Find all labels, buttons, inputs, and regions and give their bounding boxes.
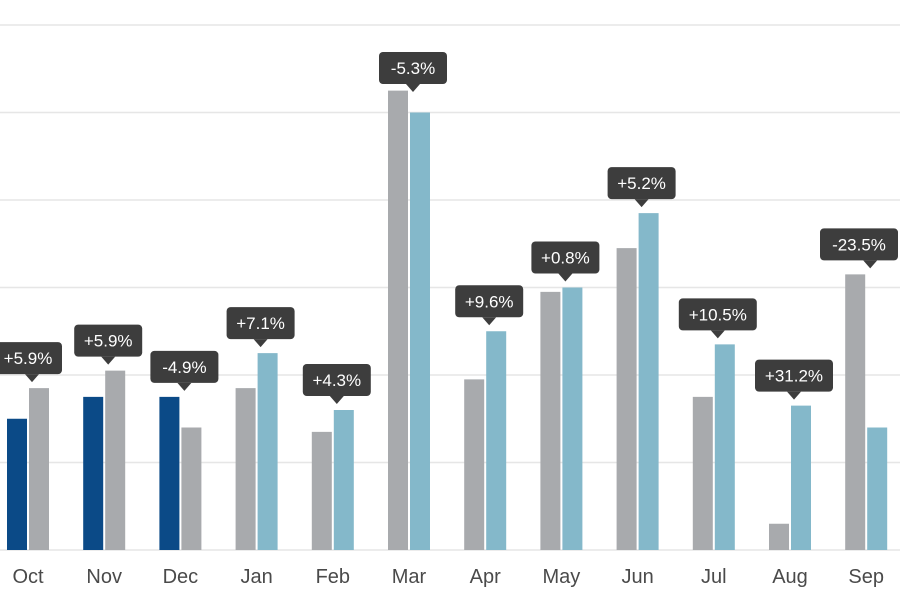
bar-sep-s3: [867, 427, 888, 550]
bar-mar-s2: [388, 90, 408, 550]
callout-box: [0, 342, 62, 375]
callout-mar: -5.3%: [379, 52, 447, 92]
callout-feb: +4.3%: [302, 364, 371, 404]
callout-label: +4.3%: [312, 371, 361, 390]
callouts: +5.9% +5.9% -4.9% +7.1% +4.3% -5.3% +9.6% +0.8%…: [0, 52, 898, 404]
callout-box: [226, 307, 295, 340]
callout-jul: +10.5%: [678, 298, 757, 339]
callout-label: +31.2%: [765, 367, 823, 386]
bar-sep-s2: [845, 274, 866, 550]
callout-label: +0.8%: [541, 249, 590, 268]
bars: [7, 90, 888, 550]
bar-dec-s1: [159, 396, 180, 550]
callout-box: [531, 241, 600, 274]
callout-pointer: [25, 374, 39, 383]
bar-dec-s2: [181, 427, 202, 550]
bar-jul-s2: [692, 396, 713, 550]
callout-box: [379, 52, 447, 84]
callout-label: -23.5%: [832, 235, 886, 254]
callout-label: +5.9%: [84, 332, 133, 351]
bar-oct-s2: [29, 388, 49, 550]
callout-box: [678, 298, 757, 331]
callout-pointer: [482, 317, 497, 326]
callout-box: [302, 364, 371, 396]
callout-may: +0.8%: [531, 241, 600, 282]
callout-pointer: [787, 391, 801, 400]
bar-aug-s3: [791, 405, 811, 550]
callout-box: [607, 167, 676, 200]
callout-box: [755, 359, 833, 392]
callout-dec: -4.9%: [150, 350, 219, 391]
callout-label: +7.1%: [236, 314, 285, 333]
x-tick-nov: Nov: [86, 566, 122, 588]
bar-mar-s3: [410, 112, 430, 550]
bar-jan-s3: [257, 353, 278, 550]
x-tick-jun: Jun: [621, 566, 653, 588]
callout-sep: -23.5%: [820, 228, 898, 269]
bar-feb-s3: [333, 410, 354, 550]
callout-pointer: [253, 339, 268, 348]
bar-oct-s1: [7, 418, 27, 550]
bar-jul-s3: [714, 344, 735, 550]
callout-label: -5.3%: [391, 59, 435, 78]
callout-oct: +5.9%: [0, 342, 62, 383]
callout-label: -4.9%: [162, 358, 206, 377]
callout-pointer: [406, 84, 420, 92]
x-tick-may: May: [543, 566, 581, 588]
bar-feb-s2: [311, 431, 332, 550]
callout-box: [150, 350, 219, 383]
x-tick-mar: Mar: [392, 566, 427, 588]
callout-pointer: [634, 199, 649, 208]
callout-box: [74, 324, 143, 357]
bar-aug-s2: [769, 523, 789, 550]
callout-label: +9.6%: [465, 292, 514, 311]
x-tick-feb: Feb: [316, 566, 350, 588]
callout-box: [455, 285, 524, 318]
gridlines: [0, 24, 900, 551]
callout-jun: +5.2%: [607, 167, 676, 208]
callout-pointer: [863, 260, 878, 269]
callout-apr: +9.6%: [455, 285, 524, 326]
bar-jun-s2: [616, 248, 637, 550]
callout-pointer: [558, 273, 573, 282]
x-axis-labels: Oct Nov Dec Jan Feb Mar Apr May Jun Jul Aug Sep: [12, 566, 884, 588]
callout-box: [820, 228, 898, 261]
callout-label: +5.9%: [4, 349, 53, 368]
bar-jun-s3: [638, 213, 659, 550]
x-tick-aug: Aug: [772, 566, 808, 588]
callout-jan: +7.1%: [226, 307, 295, 348]
callout-pointer: [177, 382, 192, 391]
x-tick-dec: Dec: [163, 566, 199, 588]
callout-pointer: [101, 356, 116, 365]
x-tick-jul: Jul: [701, 566, 727, 588]
callout-label: +10.5%: [689, 305, 747, 324]
callout-label: +5.2%: [617, 174, 666, 193]
bar-nov-s1: [83, 396, 104, 550]
callout-pointer: [710, 330, 725, 339]
bar-apr-s3: [486, 331, 507, 550]
x-tick-apr: Apr: [470, 566, 501, 588]
x-tick-jan: Jan: [240, 566, 272, 588]
bar-nov-s2: [105, 370, 126, 550]
bar-jan-s2: [235, 388, 256, 550]
callout-pointer: [329, 396, 344, 404]
x-tick-sep: Sep: [848, 566, 884, 588]
bar-may-s3: [562, 287, 583, 550]
callout-aug: +31.2%: [755, 359, 833, 400]
callout-nov: +5.9%: [74, 324, 143, 365]
x-tick-oct: Oct: [12, 566, 44, 588]
bar-apr-s2: [464, 379, 485, 550]
bar-may-s2: [540, 291, 561, 550]
